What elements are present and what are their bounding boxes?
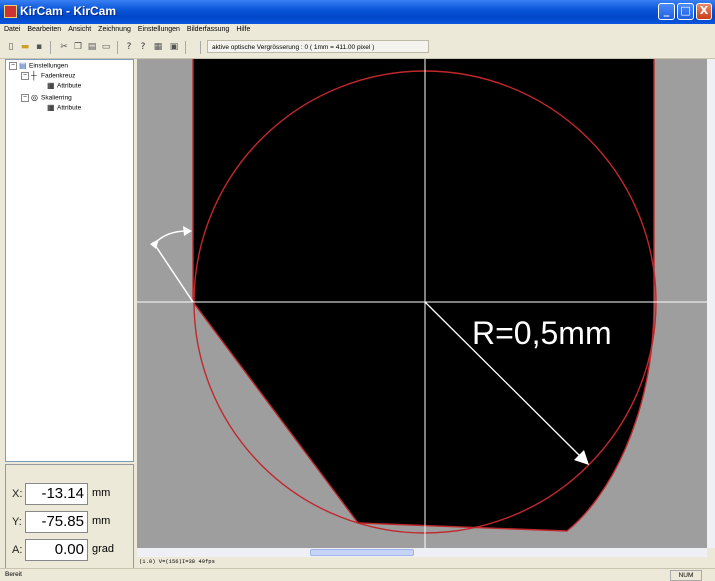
menu-bar: Datei Bearbeiten Ansicht Zeichnung Einstellu…: [0, 24, 715, 38]
horizontal-scrollbar[interactable]: [137, 548, 707, 557]
y-value-field: -75.85: [25, 511, 88, 533]
menu-einstellungen[interactable]: Einstellungen: [137, 26, 180, 33]
x-unit: mm: [92, 487, 111, 499]
paste-icon[interactable]: ▤: [87, 42, 97, 52]
menu-bilderfassung[interactable]: Bilderfassung: [186, 26, 230, 33]
angle-arrowhead-right: [183, 226, 192, 236]
collapse-icon[interactable]: –: [9, 62, 17, 70]
radius-label: R=0,5mm: [472, 315, 612, 351]
menu-ansicht[interactable]: Ansicht: [68, 26, 92, 33]
angle-arrowhead-left: [150, 239, 159, 249]
open-folder-icon[interactable]: ▬: [20, 42, 30, 52]
cut-icon[interactable]: ✂: [60, 42, 68, 52]
save-icon[interactable]: ▪: [35, 42, 43, 52]
copy-icon[interactable]: ❐: [73, 42, 83, 52]
a-unit: grad: [92, 543, 115, 555]
status-text: Bereit: [5, 571, 22, 578]
camera-image: R=0,5mm: [137, 59, 707, 548]
title-bar: [0, 0, 715, 24]
y-unit: mm: [92, 515, 111, 527]
radius-arrowhead: [574, 450, 589, 465]
magnification-display: aktive optische Vergrösserung : 0 ( 1mm …: [207, 40, 429, 53]
num-lock-indicator: NUM: [670, 570, 702, 581]
print-icon[interactable]: ▭: [101, 42, 111, 52]
tree-item-skalierring-attribute[interactable]: ▦ Attribute: [47, 103, 82, 112]
camera-view[interactable]: R=0,5mm: [137, 59, 707, 548]
close-button[interactable]: X: [696, 3, 712, 20]
settings-folder-icon: ▤: [19, 61, 27, 70]
menu-bearbeiten[interactable]: Bearbeiten: [27, 26, 62, 33]
radius-arrow: [424, 301, 584, 460]
vertical-scrollbar[interactable]: [707, 59, 715, 548]
grid-icon[interactable]: ▦: [153, 42, 163, 52]
angle-leg: [152, 241, 194, 303]
part-silhouette: [193, 59, 654, 531]
y-label: Y:: [12, 516, 22, 528]
collapse-icon[interactable]: –: [21, 94, 29, 102]
status-bar: Bereit NUM: [0, 568, 715, 581]
help-icon[interactable]: ?: [126, 42, 132, 52]
tree-item-einstellungen[interactable]: – ▤ Einstellungen: [9, 62, 68, 70]
toolbar-separator: [185, 41, 186, 54]
x-value-field: -13.14: [25, 483, 88, 505]
x-label: X:: [12, 488, 23, 500]
attribute-icon: ▦: [47, 103, 55, 112]
a-value-field: 0.00: [25, 539, 88, 561]
toolbar-separator: [200, 41, 201, 54]
horizontal-scroll-thumb[interactable]: [310, 549, 414, 556]
minimize-button[interactable]: _: [658, 3, 675, 20]
menu-hilfe[interactable]: Hilfe: [236, 26, 251, 33]
crosshair-icon: ┼: [31, 71, 37, 80]
angle-arc: [154, 230, 188, 244]
menu-zeichnung[interactable]: Zeichnung: [98, 26, 131, 33]
a-label: A:: [12, 544, 23, 556]
settings-tree[interactable]: – ▤ Einstellungen – ┼ Fadenkreuz ▦ Attribute …: [5, 59, 134, 462]
window-title: KirCam - KirCam: [20, 4, 117, 18]
context-help-icon[interactable]: ?: [140, 42, 146, 52]
scale-ring-icon: ◎: [31, 93, 38, 102]
maximize-button[interactable]: □: [677, 3, 694, 20]
attribute-icon: ▦: [47, 81, 55, 90]
new-file-icon[interactable]: ▯: [8, 42, 14, 52]
app-icon[interactable]: [4, 5, 17, 18]
frame-info: (1.0) V=(156)I=38 49fps: [139, 558, 215, 565]
toolbar: ▯ ▬ ▪ ✂ ❐ ▤ ▭ ? ? ▦ ▣ aktive optische Ve…: [0, 38, 715, 59]
tree-item-fadenkreuz-attribute[interactable]: ▦ Attribute: [47, 81, 82, 90]
coordinate-panel: X: -13.14 mm Y: -75.85 mm A: 0.00 grad: [5, 464, 134, 569]
toolbar-separator: [50, 41, 51, 54]
part-outline: [192, 59, 655, 532]
menu-datei[interactable]: Datei: [4, 26, 21, 33]
collapse-icon[interactable]: –: [21, 72, 29, 80]
tree-item-skalierring[interactable]: – ◎ Skalierring: [21, 94, 72, 102]
tree-item-fadenkreuz[interactable]: – ┼ Fadenkreuz: [21, 72, 75, 80]
settings-icon[interactable]: ▣: [169, 42, 179, 52]
toolbar-separator: [117, 41, 118, 54]
